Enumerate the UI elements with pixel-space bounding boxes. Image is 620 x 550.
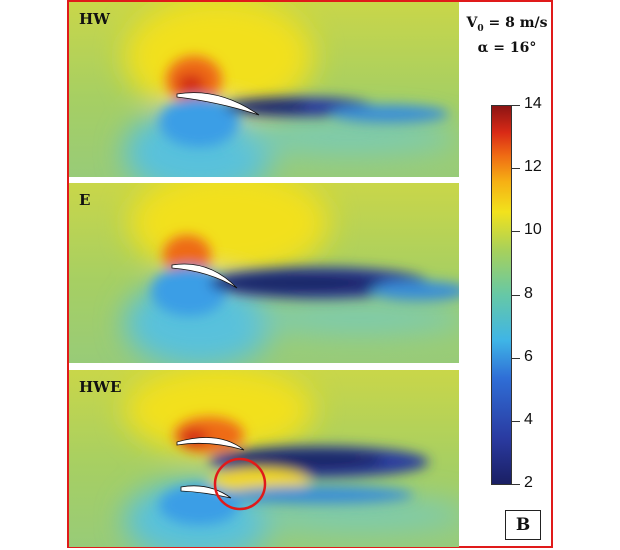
figure-panel-badge: B [505, 510, 541, 540]
panel-hwe: HWE [69, 370, 459, 547]
colorbar-label-10: 10 [524, 221, 542, 238]
colorbar-label-12: 12 [524, 158, 542, 175]
colorbar-label-14: 14 [524, 95, 542, 112]
colorbar-tick [512, 484, 520, 485]
flow-conditions: V0 = 8 m/s α = 16° [462, 14, 552, 58]
colorbar-tick [512, 105, 520, 106]
velocity-label: V0 = 8 m/s [466, 15, 548, 34]
panel-label-e: E [79, 191, 91, 209]
colorbar-tick [512, 358, 520, 359]
flow-field-hwe [69, 370, 459, 547]
colorbar-label-8: 8 [524, 285, 533, 302]
colorbar-tick [512, 168, 520, 169]
colorbar-tick [512, 231, 520, 232]
colorbar [491, 105, 512, 485]
colorbar-label-4: 4 [524, 411, 533, 428]
highlight-circle [213, 457, 267, 511]
colorbar-tick [512, 421, 520, 422]
panel-e: E [69, 183, 459, 363]
colorbar-tick [512, 295, 520, 296]
angle-label: α = 16° [477, 39, 537, 56]
panel-label-hw: HW [79, 10, 111, 28]
colorbar-label-2: 2 [524, 474, 533, 491]
panel-label-hwe: HWE [79, 378, 122, 396]
flow-field-hw [69, 2, 459, 177]
flow-field-e [69, 183, 459, 363]
colorbar-label-6: 6 [524, 348, 533, 365]
panel-hw: HW [69, 2, 459, 177]
